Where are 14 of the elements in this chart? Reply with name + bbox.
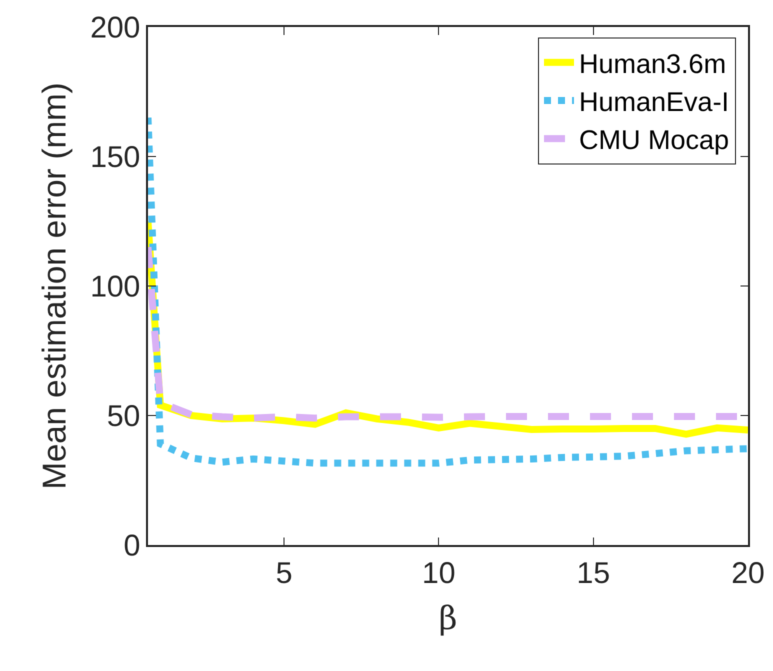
x-tick-label: 10	[422, 556, 456, 590]
legend-label: CMU Mocap	[579, 125, 730, 156]
y-axis-title: Mean estimation error (mm)	[36, 82, 73, 490]
x-tick-label: 5	[276, 556, 292, 590]
y-tick-label: 150	[90, 141, 140, 174]
x-axis-title: β	[438, 599, 458, 638]
x-tick-label: 15	[576, 556, 610, 590]
y-tick-label: 100	[90, 270, 140, 304]
legend-label: Human3.6m	[579, 48, 726, 79]
y-tick-label: 50	[106, 400, 140, 433]
x-tick-label: 20	[731, 556, 765, 590]
legend-label: HumanEva-I	[579, 87, 730, 118]
y-tick-label: 200	[90, 12, 140, 44]
y-tick-label: 0	[124, 530, 140, 562]
